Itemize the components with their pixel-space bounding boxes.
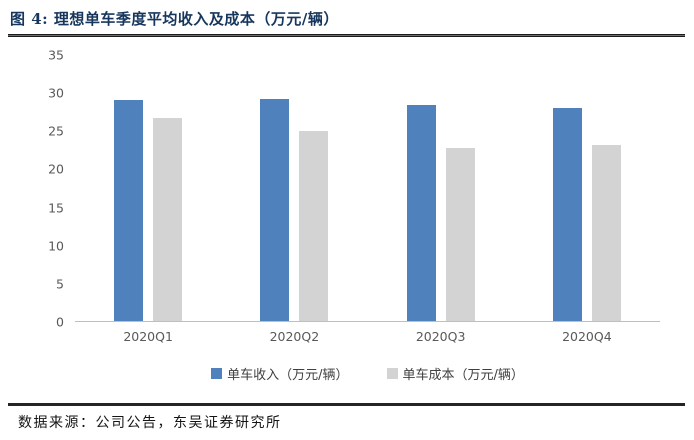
bar-group [406,55,475,321]
x-category-label: 2020Q3 [415,329,466,344]
y-tick-label: 0 [56,314,64,330]
y-tick-label: 25 [48,123,64,139]
bar-group [114,55,183,321]
bar-group [260,55,329,321]
x-category-label: 2020Q2 [269,329,320,344]
bar-revenue-2020Q1 [114,99,144,321]
figure-title: 图 4: 理想单车季度平均收入及成本（万元/辆） [10,10,339,28]
bar-revenue-2020Q2 [260,99,290,321]
legend-item-cost: 单车成本（万元/辆） [386,364,524,383]
source-note: 数据来源：公司公告，东吴证券研究所 [18,415,282,431]
legend-label: 单车收入（万元/辆） [227,368,349,383]
bar-revenue-2020Q4 [552,108,582,321]
y-tick-label: 35 [48,47,64,63]
y-tick-label: 15 [48,200,64,216]
x-axis-labels: 2020Q1 2020Q2 2020Q3 2020Q4 [75,329,660,344]
bar-group [552,55,621,321]
bar-cost-2020Q2 [299,131,329,321]
footer-divider [8,403,685,406]
y-tick-label: 5 [56,276,64,292]
legend-label: 单车成本（万元/辆） [402,368,524,383]
y-tick-label: 30 [48,85,64,101]
plot-area [75,55,660,322]
y-axis: 0 5 10 15 20 25 30 35 [0,48,64,330]
bar-cost-2020Q1 [153,118,183,321]
bar-cost-2020Q3 [445,147,475,321]
title-divider [8,34,685,37]
y-tick-label: 10 [48,238,64,254]
y-tick-label: 20 [48,161,64,177]
legend: 单车收入（万元/辆） 单车成本（万元/辆） [75,364,660,383]
bar-revenue-2020Q3 [406,105,436,321]
x-category-label: 2020Q1 [123,329,173,344]
bar-cost-2020Q4 [591,144,621,321]
x-category-label: 2020Q4 [562,329,612,344]
legend-swatch-icon [386,368,398,379]
legend-item-revenue: 单车收入（万元/辆） [211,364,349,383]
legend-swatch-icon [211,368,223,379]
